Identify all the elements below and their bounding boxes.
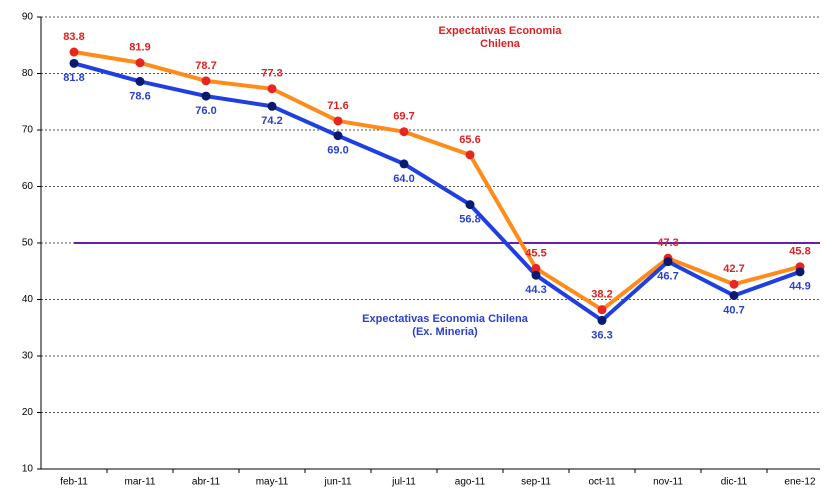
- data-label: 77.3: [261, 68, 282, 80]
- marker: [69, 47, 79, 57]
- x-tick-label: ago-11: [455, 477, 486, 488]
- data-label: 44.9: [789, 281, 810, 293]
- y-tick-label: 60: [22, 181, 34, 192]
- x-tick-label: may-11: [256, 477, 289, 488]
- x-tick-label: mar-11: [125, 477, 156, 488]
- data-label: 45.8: [789, 246, 810, 258]
- data-label: 83.8: [63, 31, 84, 43]
- marker: [465, 150, 475, 160]
- marker: [201, 76, 211, 86]
- data-label: 38.2: [591, 289, 612, 301]
- y-tick-label: 20: [22, 407, 34, 418]
- marker: [333, 131, 343, 141]
- marker: [333, 116, 343, 126]
- x-tick-label: nov-11: [653, 477, 683, 488]
- data-label: 74.2: [261, 115, 282, 127]
- x-tick-label: ene-12: [784, 477, 816, 488]
- data-label: 69.7: [393, 111, 414, 123]
- x-tick-label: oct-11: [588, 477, 615, 488]
- x-tick-label: jul-11: [391, 477, 416, 488]
- marker: [135, 58, 145, 68]
- y-tick-label: 80: [22, 68, 34, 79]
- data-label: 78.7: [195, 60, 216, 72]
- data-label: 45.5: [525, 247, 546, 259]
- marker: [399, 159, 409, 169]
- data-label: 36.3: [591, 329, 612, 341]
- marker: [69, 58, 79, 68]
- series-annotation: Expectativas Economia Chilena (Ex. Miner…: [362, 313, 528, 338]
- data-label: 46.7: [657, 271, 678, 283]
- marker: [531, 270, 541, 280]
- marker: [597, 305, 607, 315]
- data-label: 71.6: [327, 100, 348, 112]
- y-tick-label: 40: [22, 294, 34, 305]
- marker: [267, 101, 277, 111]
- data-label: 81.9: [129, 42, 150, 54]
- y-tick-label: 70: [22, 125, 34, 136]
- marker: [729, 291, 739, 301]
- series-annotation: Expectativas Economia Chilena: [438, 25, 562, 50]
- x-tick-label: dic-11: [721, 477, 748, 488]
- marker: [465, 200, 475, 210]
- data-label: 47.3: [657, 237, 678, 249]
- data-label: 42.7: [723, 263, 744, 275]
- x-tick-label: abr-11: [192, 477, 221, 488]
- marker: [267, 84, 277, 94]
- y-tick-label: 10: [22, 464, 34, 475]
- data-label: 44.3: [525, 284, 546, 296]
- marker: [795, 267, 805, 277]
- data-label: 81.8: [63, 72, 84, 84]
- marker: [135, 76, 145, 86]
- marker: [531, 263, 541, 273]
- data-label: 78.6: [129, 90, 150, 102]
- data-label: 40.7: [723, 304, 744, 316]
- x-tick-label: feb-11: [60, 477, 88, 488]
- marker: [399, 127, 409, 137]
- x-tick-label: jun-11: [323, 477, 351, 488]
- data-label: 65.6: [459, 134, 480, 146]
- data-label: 64.0: [393, 173, 414, 185]
- y-tick-label: 30: [22, 351, 34, 362]
- x-tick-label: sep-11: [521, 477, 551, 488]
- marker: [729, 279, 739, 289]
- data-label: 56.8: [459, 213, 480, 225]
- marker: [201, 91, 211, 101]
- y-tick-label: 90: [22, 12, 34, 23]
- marker: [663, 257, 673, 267]
- y-tick-label: 50: [22, 238, 34, 249]
- marker: [597, 315, 607, 325]
- series-line: [73, 50, 801, 312]
- data-label: 69.0: [327, 145, 348, 157]
- data-label: 76.0: [195, 105, 216, 117]
- series-line: [73, 61, 801, 323]
